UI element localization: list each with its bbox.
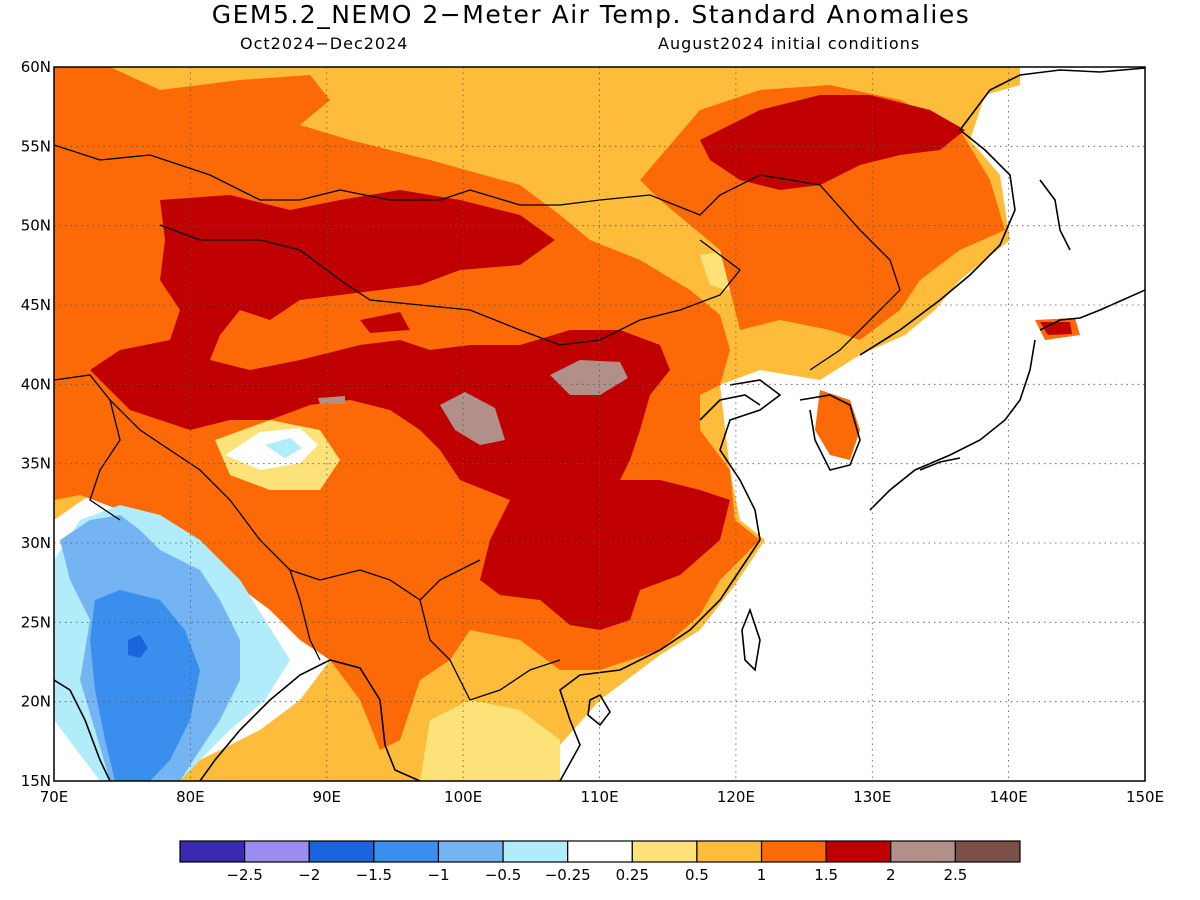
lat-tick-label: 55N: [21, 137, 51, 155]
colorbar-label: −1.5: [356, 866, 392, 884]
lon-tick-label: 90E: [312, 788, 341, 806]
colorbar-swatch: [373, 840, 440, 863]
colorbar-label: 2.5: [943, 866, 967, 884]
anomaly-region-neg-0.25: [265, 438, 302, 458]
map-frame: [53, 66, 1146, 782]
lat-tick-label: 40N: [21, 375, 51, 393]
lat-tick-label: 30N: [21, 534, 51, 552]
anomaly-region-1.5-2: [700, 95, 965, 190]
colorbar-label: −1: [427, 866, 449, 884]
colorbar-label: 1: [757, 866, 767, 884]
anomaly-region-1.5-2: [90, 190, 730, 630]
colorbar-swatch: [437, 840, 504, 863]
colorbar: −2.5 −2 −1.5 −1 −0.5 −0.25 0.25 0.5 1 1.5 2 2.5: [179, 840, 1021, 884]
colorbar-swatch: [825, 840, 892, 863]
colorbar-label: −2: [298, 866, 320, 884]
lon-tick-label: 100E: [444, 788, 482, 806]
anomaly-region-1.5-2: [360, 312, 410, 333]
colorbar-swatch: [244, 840, 310, 863]
anomaly-region-neg-1: [90, 590, 200, 781]
colorbar-label: 1.5: [814, 866, 838, 884]
colorbar-label: 0.25: [616, 866, 649, 884]
latitude-labels: 15N 20N 25N 30N 35N 40N 45N 50N 55N 60N: [21, 58, 51, 790]
coastlines: [54, 67, 1145, 781]
colorbar-swatch: [696, 840, 763, 863]
colorbar-swatch: [179, 840, 246, 863]
colorbar-label: 0.5: [685, 866, 709, 884]
anomaly-region-2-2.5: [440, 392, 505, 445]
colorbar-swatch: [502, 840, 569, 863]
anomaly-region-0.25-0.5: [420, 700, 560, 781]
lat-lon-grid: [54, 67, 1145, 781]
country-borders: [54, 144, 901, 701]
anomaly-region-neg-1.5: [128, 635, 148, 658]
lon-tick-label: 130E: [853, 788, 891, 806]
anomaly-region-2-2.5: [550, 360, 628, 395]
lat-tick-label: 50N: [21, 217, 51, 235]
lon-tick-label: 150E: [1126, 788, 1164, 806]
forecast-period: Oct2024−Dec2024: [240, 34, 409, 53]
lon-tick-label: 80E: [176, 788, 205, 806]
colorbar-swatch: [308, 840, 375, 863]
lat-tick-label: 20N: [21, 693, 51, 711]
lon-tick-label: 120E: [717, 788, 755, 806]
lat-tick-label: 25N: [21, 613, 51, 631]
colorbar-swatch: [890, 840, 956, 863]
lon-tick-label: 70E: [40, 788, 69, 806]
colorbar-swatch: [760, 840, 827, 863]
colorbar-swatch: [954, 840, 1021, 863]
colorbar-label: −2.5: [226, 866, 262, 884]
colorbar-label: 2: [886, 866, 896, 884]
lon-tick-label: 110E: [580, 788, 618, 806]
lat-tick-label: 35N: [21, 455, 51, 473]
lon-tick-label: 140E: [990, 788, 1028, 806]
colorbar-swatch: [631, 840, 698, 863]
map-title: GEM5.2_NEMO 2−Meter Air Temp. Standard A…: [211, 0, 971, 29]
colorbar-swatch: [567, 840, 633, 863]
longitude-labels: 70E 80E 90E 100E 110E 120E 130E 140E 150E: [40, 788, 1164, 806]
colorbar-label: −0.5: [485, 866, 521, 884]
lat-tick-label: 15N: [21, 772, 51, 790]
lat-tick-label: 60N: [21, 58, 51, 76]
lat-tick-label: 45N: [21, 296, 51, 314]
anomaly-region-2-2.5: [318, 396, 345, 404]
anomaly-region-1-1.5: [815, 390, 860, 460]
anomaly-shading: [54, 67, 1145, 781]
initial-conditions: August2024 initial conditions: [658, 34, 921, 53]
colorbar-label: −0.25: [545, 866, 591, 884]
